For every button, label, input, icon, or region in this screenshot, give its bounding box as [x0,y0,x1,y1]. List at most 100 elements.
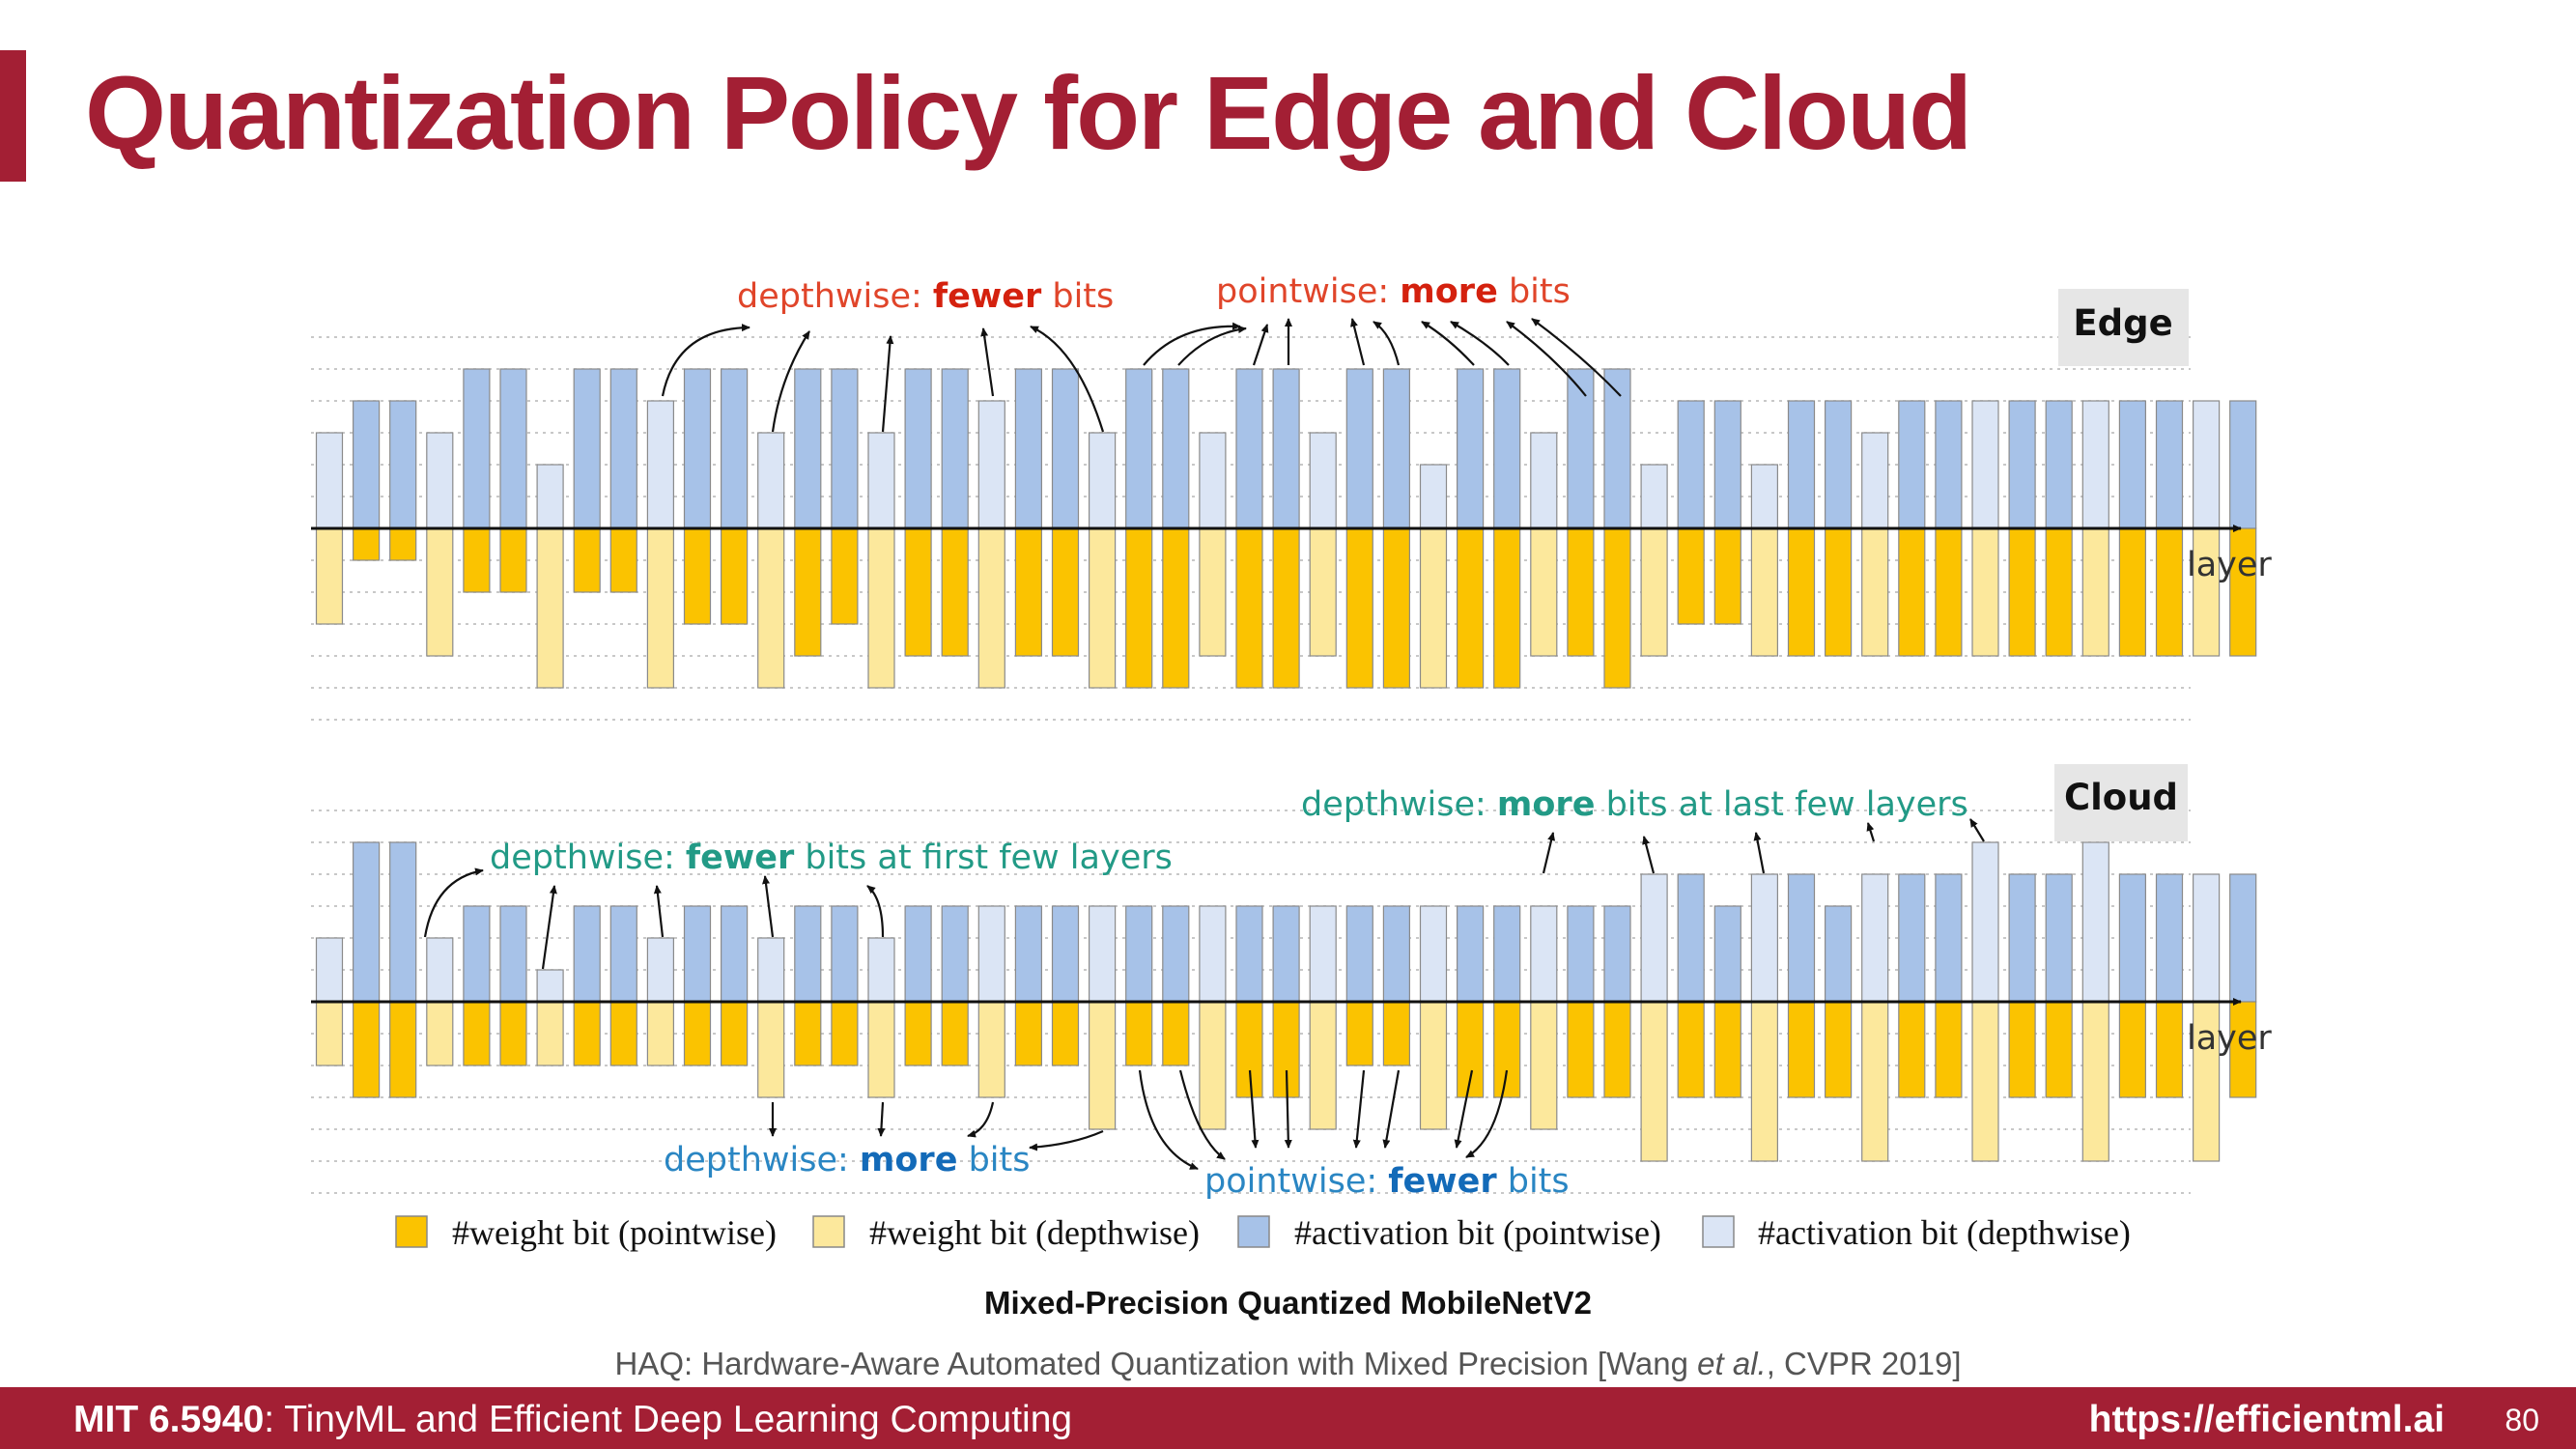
cloud-activation-bar [1493,905,1521,1003]
cloud-weight-bar [1345,1001,1373,1066]
cloud-activation-bar [941,905,969,1003]
annotation-arrow [967,1101,995,1138]
cloud-activation-bar [463,905,491,1003]
edge-annotation-pointwise-more: pointwise: more bits [1216,272,1571,311]
cloud-weight-bar [1898,1001,1926,1098]
annotation-arrow [1284,1069,1292,1149]
edge-weight-bar [1898,527,1926,657]
cloud-weight-bar [463,1001,491,1066]
edge-weight-bar [904,527,932,657]
edge-weight-bar [1787,527,1816,657]
edge-activation-bar [1382,368,1411,529]
cloud-activation-bar [1014,905,1043,1003]
edge-weight-bar [1935,527,1963,657]
cloud-weight-bar [2008,1001,2036,1098]
edge-activation-bar [646,400,675,529]
edge-activation-bar [389,400,417,529]
annotation-arrow [1465,1069,1509,1158]
cloud-weight-bar [1603,1001,1631,1098]
footer-course-name: : TinyML and Efficient Deep Learning Com… [264,1399,1073,1440]
cloud-activation-bar [1051,905,1080,1003]
cloud-weight-bar [1824,1001,1853,1098]
cloud-weight-bar [1677,1001,1705,1098]
annotation-arrow [771,330,810,433]
cloud-activation-bar [720,905,749,1003]
cloud-activation-bar [646,937,675,1003]
cloud-activation-bar [1640,873,1668,1003]
cloud-weight-bar [1199,1001,1227,1130]
edge-weight-bar [1125,527,1153,689]
cloud-weight-bar [2045,1001,2073,1098]
edge-weight-bar [720,527,749,625]
cloud-weight-bar [977,1001,1005,1098]
footer-url-link[interactable]: https://efficientml.ai [2088,1399,2445,1440]
edge-activation-bar [977,400,1005,529]
reference-venue: , CVPR 2019] [1766,1346,1962,1381]
annotation-arrow [661,324,750,397]
edge-weight-bar [1382,527,1411,689]
cloud-activation-bar [1861,873,1889,1003]
cloud-weight-bar [831,1001,859,1066]
edge-weight-bar [1345,527,1373,689]
cloud-panel-badge: Cloud [2064,777,2178,818]
cloud-activation-bar [609,905,637,1003]
edge-weight-bar [794,527,822,657]
cloud-activation-bar [2118,873,2146,1003]
annotation-arrow [1450,321,1510,366]
cloud-weight-bar [1640,1001,1668,1162]
edge-weight-bar [2045,527,2073,657]
annotation-bold: fewer [686,838,795,877]
edge-activation-bar [1456,368,1485,529]
edge-activation-bar [1051,368,1080,529]
annotation-post: bits [1497,1162,1570,1201]
cloud-weight-bar [609,1001,637,1066]
cloud-weight-bar [757,1001,785,1098]
edge-weight-bar [941,527,969,657]
edge-activation-bar [353,400,381,529]
edge-weight-bar [2229,527,2257,657]
edge-activation-bar [1162,368,1190,529]
edge-activation-bar [1713,400,1741,529]
annotation-bold: fewer [1388,1162,1497,1201]
legend-swatch-activation-pointwise [1237,1215,1270,1248]
cloud-weight-bar [1014,1001,1043,1066]
edge-activation-bar [426,432,454,529]
cloud-weight-bar [1935,1001,1963,1098]
edge-activation-bar [1493,368,1521,529]
edge-weight-bar [1199,527,1227,657]
edge-activation-bar [904,368,932,529]
annotation-arrow [1138,1069,1199,1171]
legend-swatch-weight-pointwise [395,1215,428,1248]
annotation-arrows [423,318,1985,1171]
cloud-activation-bar [1272,905,1300,1003]
annotation-arrow [423,867,484,938]
edge-weight-bar [1162,527,1190,689]
cloud-weight-bar [1713,1001,1741,1098]
edge-activation-bar [2229,400,2257,529]
cloud-activation-bar [2193,873,2221,1003]
cloud-activation-bar [977,905,1005,1003]
cloud-weight-bar [1382,1001,1411,1066]
cloud-activation-bar [2155,873,2184,1003]
edge-weight-bar [831,527,859,625]
footer-course-title: MIT 6.5940: TinyML and Efficient Deep Le… [73,1399,1072,1441]
edge-weight-bar [499,527,527,593]
edge-weight-bar [1603,527,1631,689]
annotation-arrow [1866,822,1876,842]
annotation-post: bits at last few layers [1595,785,1967,824]
cloud-weight-bar [1125,1001,1153,1066]
annotation-bold: more [1497,785,1596,824]
annotation-arrow [877,1101,886,1137]
edge-weight-bar [1235,527,1263,689]
cloud-weight-bar [794,1001,822,1066]
cloud-weight-bar [1051,1001,1080,1066]
cloud-activation-bar [389,841,417,1003]
cloud-activation-bar [1567,905,1595,1003]
annotation-arrow [1531,318,1622,397]
cloud-activation-bar [1125,905,1153,1003]
edge-weight-bar [609,527,637,593]
edge-weight-bar [977,527,1005,689]
edge-weight-bar [389,527,417,561]
edge-weight-bar [1640,527,1668,657]
cloud-activation-bar [2045,873,2073,1003]
